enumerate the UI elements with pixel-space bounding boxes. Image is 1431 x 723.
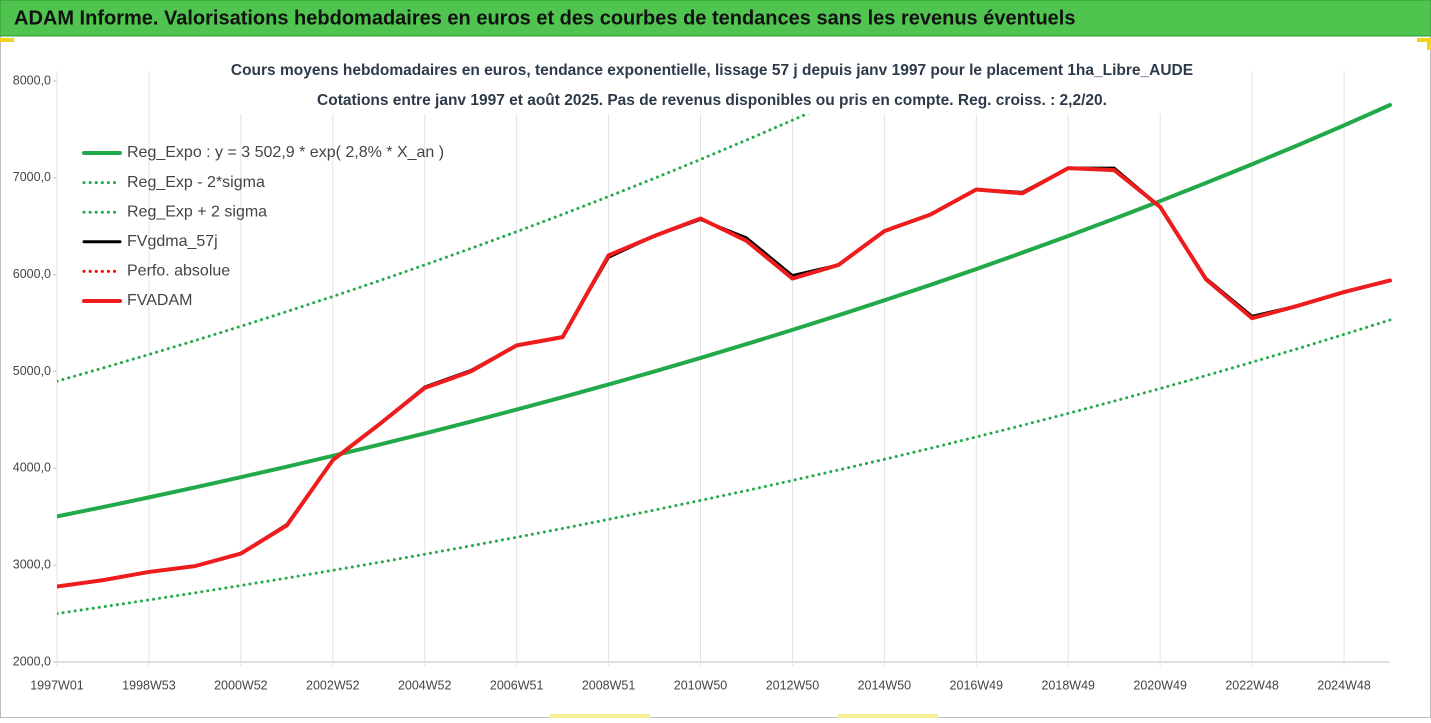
x-tick-label: 2004W52 (398, 678, 452, 692)
y-tick-label: 7000,0 (13, 170, 51, 184)
x-tick-label: 2002W52 (306, 678, 360, 692)
y-tick-label: 4000,0 (13, 461, 51, 475)
title-box (205, 56, 1220, 114)
x-tick-label: 2014W50 (858, 678, 912, 692)
y-tick-label: 6000,0 (13, 267, 51, 281)
chart-title: Cours moyens hebdomadaires en euros, ten… (231, 62, 1193, 79)
edge-mark (550, 714, 650, 718)
x-tick-label: 1997W01 (30, 678, 84, 692)
y-tick-label: 3000,0 (13, 557, 51, 571)
y-tick-label: 5000,0 (13, 364, 51, 378)
x-tick-label: 2022W48 (1225, 678, 1279, 692)
series-line (57, 166, 1392, 589)
x-tick-label: 2018W49 (1041, 678, 1095, 692)
legend-label: Reg_Exp - 2*sigma (127, 174, 265, 191)
header-bar (0, 0, 1431, 37)
x-tick-label: 2016W49 (950, 678, 1004, 692)
corner-mark (1417, 38, 1431, 42)
header-title: ADAM Informe. Valorisations hebdomadaire… (14, 7, 1075, 29)
series-line (57, 318, 1392, 616)
y-tick-label: 8000,0 (13, 73, 51, 87)
grid: 2000,0 3000,0 4000,0 5000,0 6000,0 7000,0 8000… (13, 71, 1371, 692)
legend-label: Reg_Expo : y = 3 502,9 * exp( 2,8% * X_a… (127, 144, 444, 161)
legend-label: Perfo. absolue (127, 263, 230, 280)
x-tick-label: 2000W52 (214, 678, 268, 692)
corner-mark (0, 38, 14, 42)
x-tick-label: 2012W50 (766, 678, 820, 692)
chart-subtitle: Cotations entre janv 1997 et août 2025. … (317, 92, 1107, 109)
legend-label: FVgdma_57j (127, 233, 218, 250)
y-tick-label: 2000,0 (13, 654, 51, 668)
corner-mark (1427, 38, 1431, 50)
series-line (57, 72, 903, 383)
legend-label: Reg_Exp + 2 sigma (127, 203, 267, 220)
legend-label: FVADAM (127, 292, 192, 309)
x-tick-label: 2006W51 (490, 678, 544, 692)
plot-lines (57, 72, 1392, 616)
x-tick-label: 2008W51 (582, 678, 636, 692)
series-line (57, 103, 1392, 519)
edge-mark (838, 714, 938, 718)
x-tick-label: 2020W49 (1133, 678, 1187, 692)
x-tick-label: 2024W48 (1317, 678, 1371, 692)
legend: Reg_Expo : y = 3 502,9 * exp( 2,8% * X_a… (82, 144, 444, 309)
x-tick-label: 2010W50 (674, 678, 728, 692)
x-tick-label: 1998W53 (122, 678, 176, 692)
